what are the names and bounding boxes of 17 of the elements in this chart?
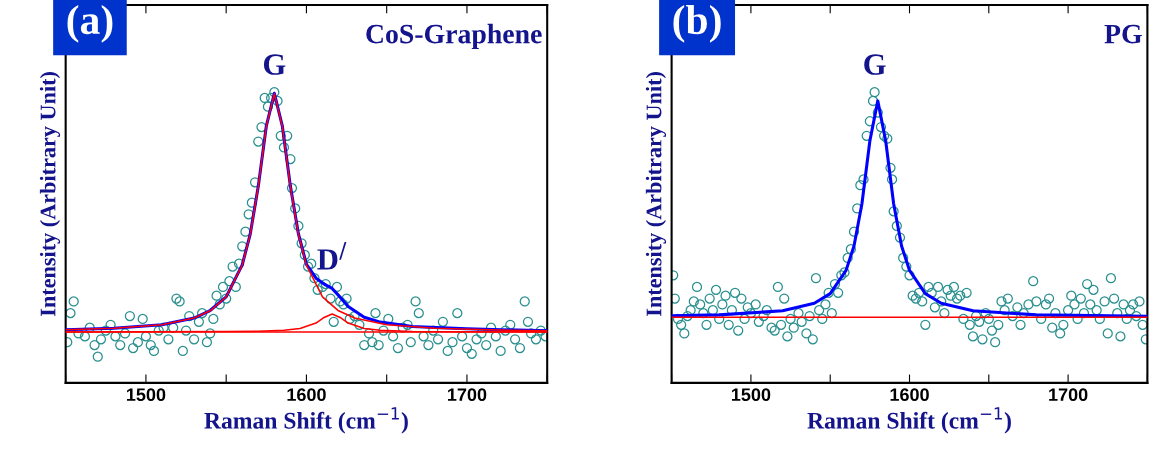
y-axis-title: Intensity (Arbitrary Unit) [645,72,667,316]
x-axis-title: Raman Shift (cm$^{−1}$) [204,407,408,434]
text: G [864,54,886,75]
x-tick-label: 1500 [126,388,166,402]
x-axis-title: Raman Shift (cm$^{−1}$) [807,407,1011,434]
text: PG [1104,24,1142,44]
annotation: D$^{/}$ [317,242,347,270]
text: G [263,54,286,75]
x-tick-label: 1700 [448,388,487,402]
x-tick-label: 1700 [1049,388,1088,402]
x-tick-label: 1500 [731,388,771,402]
text: CoS-Graphene [366,23,542,50]
text: (b) [673,4,721,43]
y-axis-title: Intensity (Arbitrary Unit) [39,72,61,316]
x-tick-label: 1600 [890,388,929,402]
text: (a) [67,4,113,43]
x-tick-label: 1600 [287,388,326,402]
